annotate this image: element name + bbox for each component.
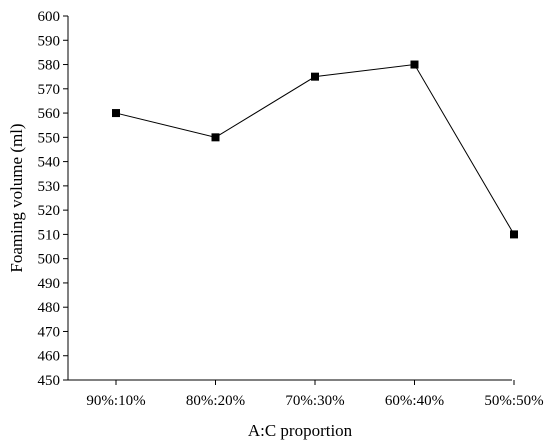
y-tick-label: 460 xyxy=(38,349,61,365)
x-tick-label: 80%:20% xyxy=(186,393,245,409)
y-axis-label: Foaming volume (ml) xyxy=(7,123,26,272)
data-point-marker xyxy=(510,230,518,239)
y-tick-label: 580 xyxy=(38,58,61,74)
y-axis-ticks: 450 460 470 480 490 500 510 520 530 540 550 560 570 5… xyxy=(38,9,68,389)
y-tick-label: 600 xyxy=(38,9,61,25)
x-axis-label: A:C proportion xyxy=(248,421,353,440)
y-tick-label: 450 xyxy=(38,373,61,389)
x-tick-label: 50%:50% xyxy=(484,393,543,409)
x-axis-ticks: 90%:10% 80%:20% 70%:30% 60%:40% 50%:50% xyxy=(86,380,544,409)
y-tick-label: 480 xyxy=(38,300,61,316)
x-tick-label: 60%:40% xyxy=(385,393,444,409)
data-point-marker xyxy=(311,72,319,81)
x-tick-label: 90%:10% xyxy=(86,393,145,409)
y-tick-label: 490 xyxy=(38,276,61,292)
series-line xyxy=(115,63,515,235)
y-tick-label: 530 xyxy=(38,179,61,195)
y-tick-label: 570 xyxy=(38,82,61,98)
data-point-marker xyxy=(112,109,120,118)
data-point-marker xyxy=(410,60,419,69)
y-tick-label: 470 xyxy=(38,324,61,340)
y-tick-label: 560 xyxy=(38,106,61,122)
y-tick-label: 540 xyxy=(38,155,61,171)
y-tick-label: 500 xyxy=(38,252,61,268)
data-point-marker xyxy=(211,133,220,142)
y-tick-label: 550 xyxy=(38,130,61,146)
x-tick-label: 70%:30% xyxy=(285,393,344,409)
y-tick-label: 590 xyxy=(38,33,61,49)
y-tick-label: 520 xyxy=(38,203,61,219)
y-tick-label: 510 xyxy=(38,227,61,243)
series-group xyxy=(112,60,518,239)
